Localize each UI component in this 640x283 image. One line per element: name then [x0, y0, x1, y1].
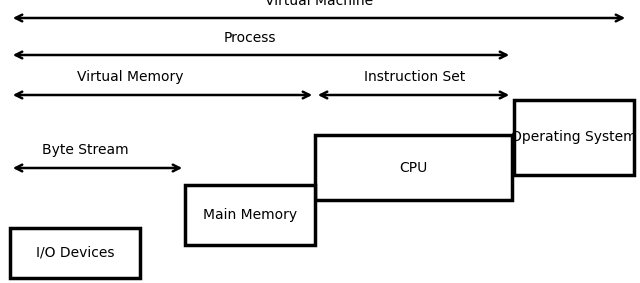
Text: Main Memory: Main Memory: [203, 208, 297, 222]
Bar: [315, 135, 512, 200]
Text: Process: Process: [224, 31, 276, 45]
Text: Operating System: Operating System: [511, 130, 637, 145]
Bar: [10, 228, 140, 278]
Bar: [185, 185, 315, 245]
Text: CPU: CPU: [399, 160, 428, 175]
Text: Instruction Set: Instruction Set: [364, 70, 466, 84]
Text: Virtual Machine: Virtual Machine: [265, 0, 373, 8]
Text: Virtual Memory: Virtual Memory: [77, 70, 183, 84]
Bar: [514, 100, 634, 175]
Text: Byte Stream: Byte Stream: [42, 143, 128, 157]
Text: I/O Devices: I/O Devices: [36, 246, 115, 260]
